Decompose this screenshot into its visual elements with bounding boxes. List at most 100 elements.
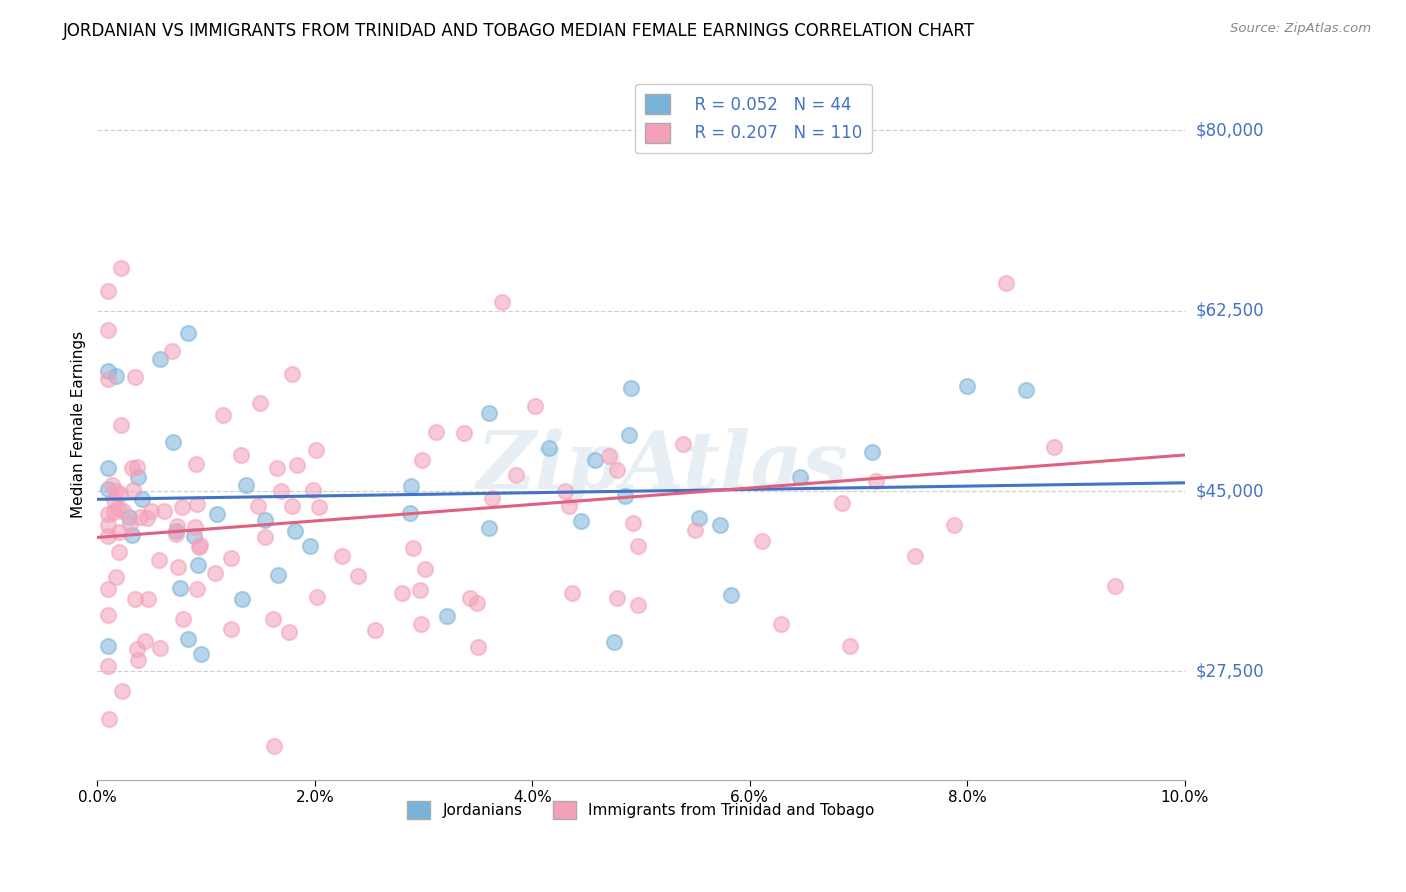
- Point: [97, 284, 120, 298]
- Point: [330, 549, 353, 563]
- Point: [118, 510, 141, 524]
- Text: $45,000: $45,000: [1197, 482, 1264, 500]
- Point: [769, 617, 792, 632]
- Point: [627, 539, 650, 553]
- Point: [627, 598, 650, 612]
- Point: [305, 442, 328, 457]
- Point: [204, 566, 226, 580]
- Point: [149, 351, 172, 366]
- Point: [266, 461, 288, 475]
- Point: [620, 381, 643, 395]
- Point: [1104, 579, 1126, 593]
- Point: [956, 379, 979, 393]
- Point: [621, 516, 644, 531]
- Point: [118, 517, 141, 532]
- Point: [267, 567, 290, 582]
- Point: [557, 499, 579, 513]
- Point: [284, 524, 307, 539]
- Point: [107, 500, 129, 515]
- Point: [103, 505, 125, 519]
- Point: [100, 477, 122, 491]
- Point: [465, 596, 488, 610]
- Point: [97, 529, 120, 543]
- Point: [187, 558, 209, 572]
- Point: [425, 425, 447, 439]
- Point: [121, 528, 143, 542]
- Point: [683, 523, 706, 537]
- Point: [280, 499, 302, 513]
- Point: [467, 640, 489, 655]
- Point: [399, 479, 422, 493]
- Point: [561, 585, 583, 599]
- Point: [211, 409, 233, 423]
- Point: [188, 538, 211, 552]
- Point: [751, 533, 773, 548]
- Point: [165, 527, 187, 541]
- Point: [152, 504, 174, 518]
- Point: [839, 639, 862, 653]
- Point: [172, 612, 194, 626]
- Point: [617, 428, 640, 442]
- Point: [270, 484, 292, 499]
- Point: [478, 406, 501, 420]
- Point: [127, 470, 149, 484]
- Point: [229, 448, 252, 462]
- Point: [125, 460, 148, 475]
- Point: [363, 623, 385, 637]
- Point: [205, 507, 228, 521]
- Point: [235, 478, 257, 492]
- Point: [149, 640, 172, 655]
- Point: [401, 541, 423, 556]
- Point: [167, 559, 190, 574]
- Point: [219, 622, 242, 636]
- Point: [122, 483, 145, 497]
- Point: [97, 640, 120, 654]
- Point: [121, 461, 143, 475]
- Point: [138, 592, 160, 607]
- Point: [110, 684, 132, 698]
- Point: [186, 582, 208, 597]
- Point: [606, 591, 628, 605]
- Point: [720, 588, 742, 602]
- Point: [97, 518, 120, 533]
- Point: [97, 658, 120, 673]
- Point: [148, 553, 170, 567]
- Text: JORDANIAN VS IMMIGRANTS FROM TRINIDAD AND TOBAGO MEDIAN FEMALE EARNINGS CORRELAT: JORDANIAN VS IMMIGRANTS FROM TRINIDAD AN…: [63, 22, 976, 40]
- Point: [524, 399, 547, 413]
- Point: [108, 545, 131, 559]
- Point: [606, 463, 628, 477]
- Point: [131, 491, 153, 506]
- Point: [583, 453, 606, 467]
- Point: [598, 450, 620, 464]
- Point: [97, 607, 120, 622]
- Point: [904, 549, 927, 564]
- Point: [409, 617, 432, 632]
- Point: [391, 585, 413, 599]
- Point: [219, 551, 242, 566]
- Point: [110, 417, 132, 432]
- Point: [614, 489, 637, 503]
- Legend: Jordanians, Immigrants from Trinidad and Tobago: Jordanians, Immigrants from Trinidad and…: [401, 795, 880, 825]
- Point: [477, 521, 499, 535]
- Point: [134, 634, 156, 648]
- Text: $62,500: $62,500: [1197, 301, 1264, 319]
- Point: [672, 437, 695, 451]
- Point: [247, 500, 270, 514]
- Point: [183, 529, 205, 543]
- Point: [994, 276, 1017, 290]
- Point: [554, 484, 576, 499]
- Point: [139, 504, 162, 518]
- Point: [186, 497, 208, 511]
- Point: [97, 712, 120, 726]
- Point: [177, 326, 200, 340]
- Point: [943, 517, 966, 532]
- Point: [413, 562, 436, 576]
- Point: [110, 261, 132, 276]
- Point: [262, 611, 284, 625]
- Point: [280, 367, 302, 381]
- Point: [298, 540, 321, 554]
- Point: [865, 474, 887, 488]
- Text: ZipAtlas: ZipAtlas: [477, 428, 849, 506]
- Point: [97, 363, 120, 377]
- Point: [162, 434, 184, 449]
